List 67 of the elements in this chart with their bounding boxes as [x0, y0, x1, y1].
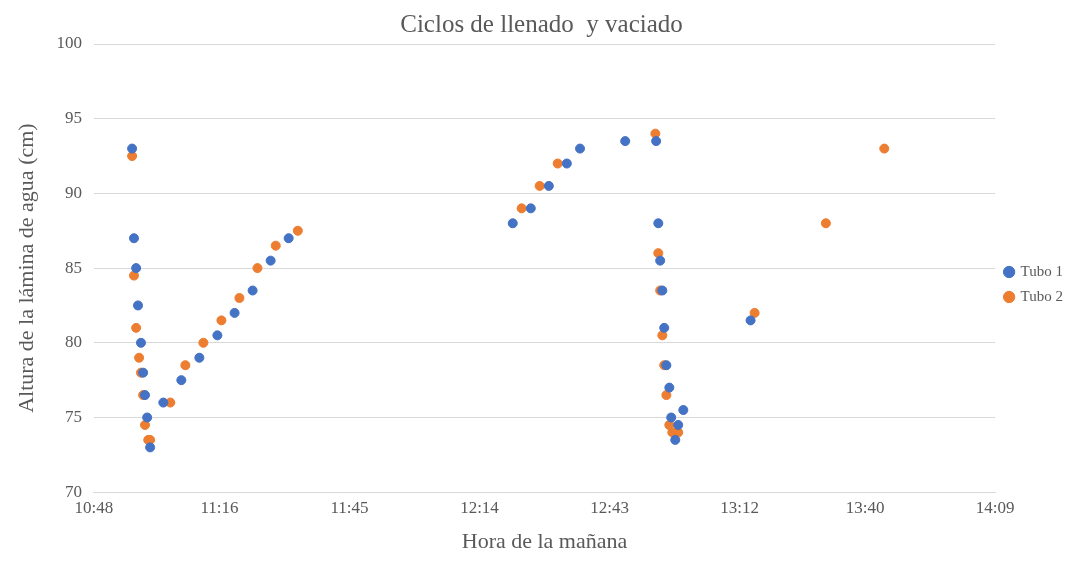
chart-title: Ciclos de llenado y vaciado — [400, 9, 683, 37]
point — [525, 203, 536, 214]
x-tick-label: 12:14 — [460, 497, 500, 517]
point — [176, 375, 187, 386]
point — [516, 203, 527, 214]
x-tick-label: 11:16 — [200, 497, 239, 517]
point — [145, 442, 156, 453]
point — [655, 255, 666, 266]
x-tick-label: 13:40 — [845, 497, 885, 517]
legend-label: Tubo 2 — [1020, 287, 1064, 304]
point — [229, 307, 240, 318]
point — [128, 233, 139, 244]
point — [651, 136, 662, 147]
point — [158, 397, 169, 408]
point — [664, 382, 675, 393]
point — [142, 412, 153, 423]
point — [270, 240, 281, 251]
point — [879, 143, 890, 154]
point — [134, 352, 145, 363]
point — [133, 300, 144, 311]
x-tick-label: 12:43 — [590, 497, 629, 517]
point — [216, 315, 227, 326]
point — [661, 390, 672, 401]
point — [128, 270, 139, 281]
point — [198, 337, 209, 348]
point — [131, 322, 142, 333]
x-tick-label: 11:45 — [330, 497, 369, 517]
y-tick-label: 80 — [64, 332, 82, 352]
point — [212, 330, 223, 341]
point — [180, 360, 191, 371]
y-axis-title: Altura de la lámina de agua (cm) — [12, 123, 38, 413]
point — [749, 307, 760, 318]
x-tick-label: 13:12 — [720, 497, 759, 517]
y-tick-label: 90 — [64, 182, 82, 202]
point — [552, 158, 563, 169]
point — [127, 143, 138, 154]
point — [234, 292, 245, 303]
point — [620, 136, 631, 147]
point — [252, 263, 263, 274]
point — [534, 180, 545, 191]
y-tick-label: 95 — [64, 108, 82, 128]
point — [745, 315, 756, 326]
point — [543, 180, 554, 191]
point — [678, 405, 689, 416]
point — [666, 412, 677, 423]
point — [820, 218, 831, 229]
point — [507, 218, 518, 229]
point — [673, 419, 684, 430]
y-tick-label: 85 — [64, 257, 82, 277]
point — [247, 285, 258, 296]
y-tick-label: 75 — [64, 406, 82, 426]
point — [653, 218, 664, 229]
point — [265, 255, 276, 266]
point — [575, 143, 586, 154]
point — [283, 233, 294, 244]
point — [561, 158, 572, 169]
x-tick-label: 14:09 — [975, 497, 1015, 517]
point — [292, 225, 303, 236]
point — [131, 263, 142, 274]
point — [659, 322, 670, 333]
point — [135, 337, 146, 348]
x-axis-title: Hora de la mañana — [461, 527, 628, 553]
point — [127, 151, 138, 162]
y-tick-label: 100 — [56, 33, 82, 53]
legend-label: Tubo 1 — [1020, 262, 1064, 279]
point — [194, 352, 205, 363]
point — [670, 434, 681, 445]
